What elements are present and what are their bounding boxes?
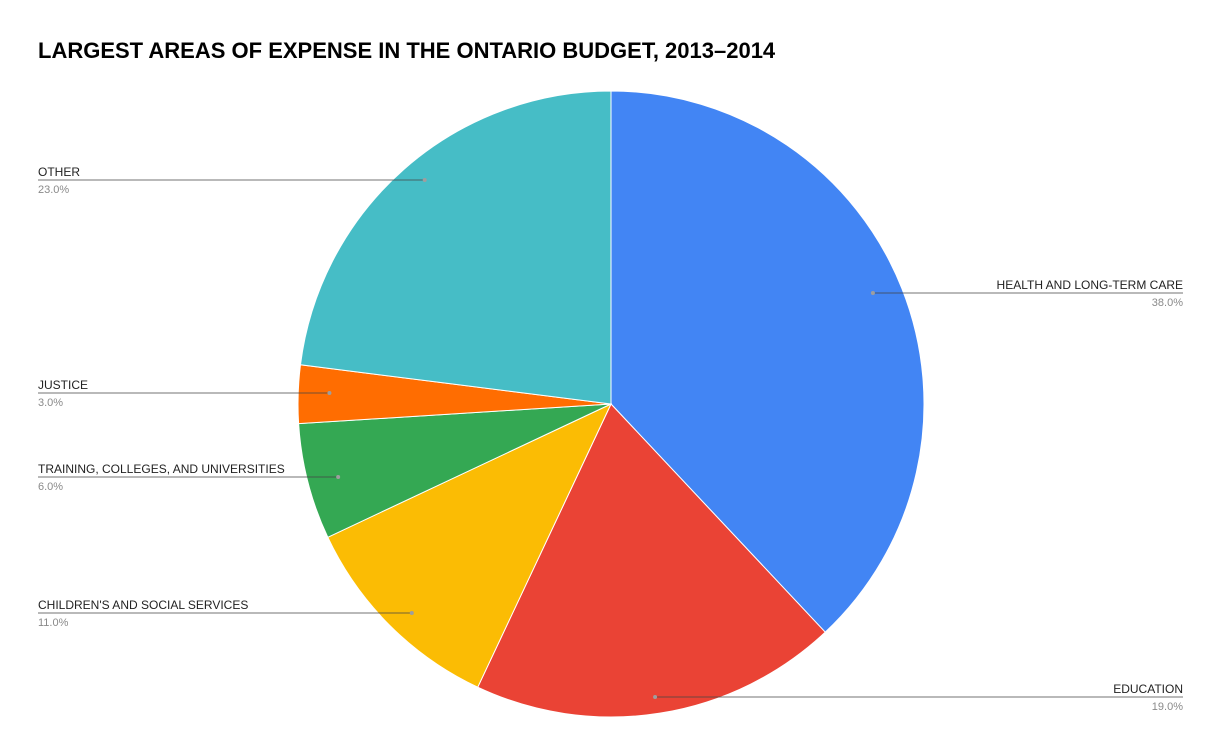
- leader-dot-children-s-and-social-services: [409, 611, 414, 615]
- slice-training-colleges-and-universities: [298, 403, 612, 538]
- chart-title: LARGEST AREAS OF EXPENSE IN THE ONTARIO …: [38, 38, 776, 63]
- pie-slices: [297, 90, 925, 718]
- slice-children-s-and-social-services: [327, 402, 613, 688]
- slice-percent-training-colleges-and-universities: 6.0%: [38, 481, 63, 493]
- leader-dot-education: [653, 695, 658, 699]
- slice-label-training-colleges-and-universities: TRAINING, COLLEGES, AND UNIVERSITIES: [38, 462, 285, 476]
- slice-label-education: EDUCATION: [1113, 682, 1183, 696]
- slice-percent-other: 23.0%: [38, 184, 69, 196]
- slice-other: [299, 90, 612, 405]
- leader-dot-health-and-long-term-care: [870, 291, 875, 295]
- slice-education: [477, 403, 826, 718]
- slice-label-health-and-long-term-care: HEALTH AND LONG-TERM CARE: [997, 278, 1183, 292]
- slice-percent-education: 19.0%: [1152, 701, 1183, 713]
- slice-label-other: OTHER: [38, 165, 80, 179]
- leader-dot-other: [422, 178, 427, 182]
- pie-labels: HEALTH AND LONG-TERM CARE 38.0% EDUCATION 1…: [38, 165, 1183, 713]
- slice-percent-children-s-and-social-services: 11.0%: [38, 617, 69, 629]
- slice-percent-justice: 3.0%: [38, 397, 63, 409]
- slice-health-and-long-term-care: [610, 90, 925, 633]
- leader-dot-training-colleges-and-universities: [336, 475, 341, 479]
- slice-percent-health-and-long-term-care: 38.0%: [1152, 297, 1183, 309]
- slice-label-justice: JUSTICE: [38, 378, 88, 392]
- slice-label-children-s-and-social-services: CHILDREN'S AND SOCIAL SERVICES: [38, 598, 248, 612]
- leader-dot-justice: [327, 391, 332, 395]
